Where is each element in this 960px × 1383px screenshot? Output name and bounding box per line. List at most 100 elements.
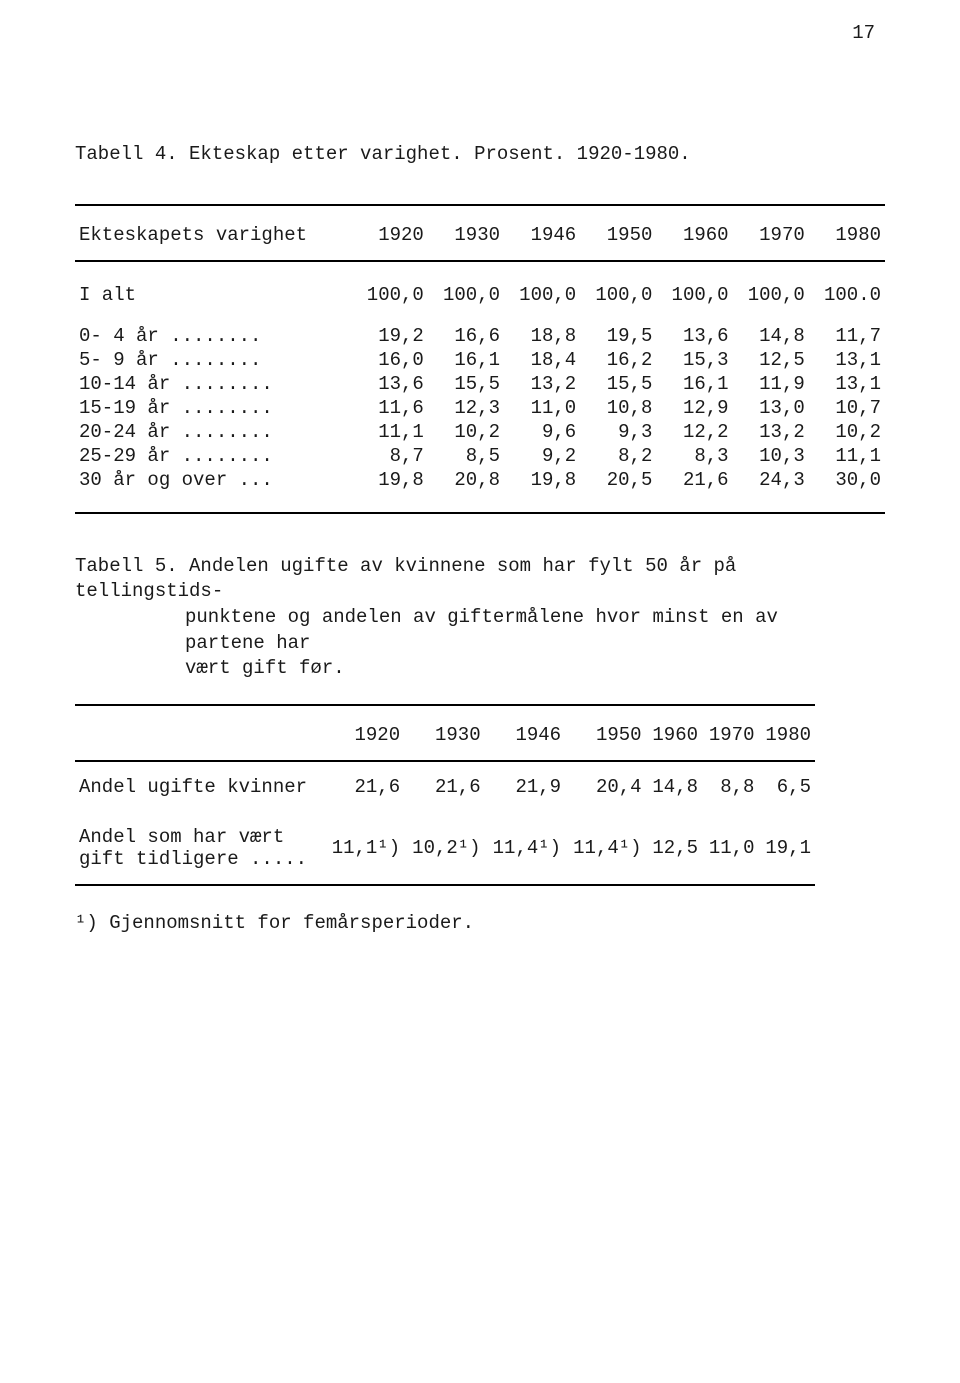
table5-header-row: 1920 1930 1946 1950 1960 1970 1980	[75, 705, 815, 761]
table-cell: 11,0	[504, 396, 580, 420]
table4-rowlabel: 25-29 år ........	[75, 444, 352, 468]
table4-col-1970: 1970	[733, 205, 809, 261]
table-cell: 21,9	[485, 761, 565, 812]
table-cell: 12,9	[656, 396, 732, 420]
table-cell: 11,1	[809, 444, 885, 468]
table-cell: 19,8	[352, 468, 428, 492]
table-cell: 8,8	[702, 761, 758, 812]
table-row: 30 år og over ...19,820,819,820,521,624,…	[75, 468, 885, 492]
table5-row-2: Andel som har vært gift tidligere ..... …	[75, 812, 815, 885]
table5: 1920 1930 1946 1950 1960 1970 1980 Andel…	[75, 704, 815, 886]
table-cell: 9,2	[504, 444, 580, 468]
table4-col-1930: 1930	[428, 205, 504, 261]
table5-col-1970: 1970	[702, 705, 758, 761]
table-cell: 11,4¹)	[485, 812, 565, 885]
table5-caption-line2: punktene og andelen av giftermålene hvor…	[75, 605, 820, 656]
table-cell: 10,2	[428, 420, 504, 444]
table-cell: 100.0	[809, 261, 885, 324]
table-cell: 20,4	[565, 761, 645, 812]
table-cell: 11,7	[809, 324, 885, 348]
table-cell: 16,0	[352, 348, 428, 372]
table-cell: 13,2	[733, 420, 809, 444]
table-cell: 8,5	[428, 444, 504, 468]
table-cell: 10,7	[809, 396, 885, 420]
table-cell: 18,4	[504, 348, 580, 372]
table-cell: 9,6	[504, 420, 580, 444]
table-cell: 11,9	[733, 372, 809, 396]
table5-col-1950: 1950	[565, 705, 645, 761]
table-cell: 14,8	[733, 324, 809, 348]
table-cell: 13,6	[656, 324, 732, 348]
table-cell: 14,8	[646, 761, 702, 812]
table4-rowlabel: 30 år og over ...	[75, 468, 352, 492]
table4-bottom-rule	[75, 492, 885, 513]
table5-row2-label-line1: Andel som har vært	[79, 826, 284, 848]
table-cell: 100,0	[428, 261, 504, 324]
table-row: 20-24 år ........11,110,29,69,312,213,21…	[75, 420, 885, 444]
table5-caption-line3: vært gift før.	[75, 656, 820, 682]
table-cell: 19,8	[504, 468, 580, 492]
table5-row1-label: Andel ugifte kvinner	[75, 761, 324, 812]
table-cell: 20,8	[428, 468, 504, 492]
table5-row-1: Andel ugifte kvinner 21,6 21,6 21,9 20,4…	[75, 761, 815, 812]
table5-rowheader-blank	[75, 705, 324, 761]
table-row: 25-29 år ........8,78,59,28,28,310,311,1	[75, 444, 885, 468]
table-cell: 15,3	[656, 348, 732, 372]
table-cell: 20,5	[580, 468, 656, 492]
table4-col-1960: 1960	[656, 205, 732, 261]
table4-rowlabel: 15-19 år ........	[75, 396, 352, 420]
table-cell: 100,0	[733, 261, 809, 324]
table-cell: 12,2	[656, 420, 732, 444]
table4-col-1946: 1946	[504, 205, 580, 261]
table-row: 10-14 år ........13,615,513,215,516,111,…	[75, 372, 885, 396]
table-cell: 8,7	[352, 444, 428, 468]
table-cell: 19,2	[352, 324, 428, 348]
table-cell: 13,6	[352, 372, 428, 396]
table-cell: 10,2	[809, 420, 885, 444]
table5-col-1980: 1980	[758, 705, 815, 761]
table-cell: 100,0	[352, 261, 428, 324]
table-cell: 13,2	[504, 372, 580, 396]
table4-col-1950: 1950	[580, 205, 656, 261]
table-cell: 21,6	[404, 761, 484, 812]
table4: Ekteskapets varighet 1920 1930 1946 1950…	[75, 204, 885, 514]
page-number: 17	[852, 22, 875, 44]
table4-ialt-label: I alt	[75, 261, 352, 324]
table-cell: 30,0	[809, 468, 885, 492]
table4-header-row: Ekteskapets varighet 1920 1930 1946 1950…	[75, 205, 885, 261]
table-cell: 12,5	[646, 812, 702, 885]
table4-rowlabel: 0- 4 år ........	[75, 324, 352, 348]
table-cell: 13,1	[809, 348, 885, 372]
table-cell: 15,5	[428, 372, 504, 396]
table4-col-1920: 1920	[352, 205, 428, 261]
table5-col-1920: 1920	[324, 705, 404, 761]
table5-row2-label-line2: gift tidligere .....	[79, 848, 307, 870]
table-cell: 12,5	[733, 348, 809, 372]
table-cell: 11,4¹)	[565, 812, 645, 885]
table-cell: 13,0	[733, 396, 809, 420]
table-cell: 8,3	[656, 444, 732, 468]
table-cell: 11,6	[352, 396, 428, 420]
table5-row2-label: Andel som har vært gift tidligere .....	[75, 812, 324, 885]
table-cell: 6,5	[758, 761, 815, 812]
table4-rowlabel: 10-14 år ........	[75, 372, 352, 396]
footnote: ¹) Gjennomsnitt for femårsperioder.	[75, 912, 880, 934]
table-cell: 24,3	[733, 468, 809, 492]
table-cell: 10,3	[733, 444, 809, 468]
table-cell: 15,5	[580, 372, 656, 396]
table-cell: 16,2	[580, 348, 656, 372]
table5-col-1960: 1960	[646, 705, 702, 761]
table4-caption: Tabell 4. Ekteskap etter varighet. Prose…	[75, 142, 880, 168]
table-row: 5- 9 år ........16,016,118,416,215,312,5…	[75, 348, 885, 372]
table-cell: 16,1	[428, 348, 504, 372]
table-cell: 100,0	[504, 261, 580, 324]
table4-rowlabel: 5- 9 år ........	[75, 348, 352, 372]
table-cell: 11,1	[352, 420, 428, 444]
table-cell: 12,3	[428, 396, 504, 420]
table4-rowheader: Ekteskapets varighet	[75, 205, 352, 261]
table5-caption: Tabell 5. Andelen ugifte av kvinnene som…	[75, 554, 880, 682]
table-cell: 16,6	[428, 324, 504, 348]
table-cell: 21,6	[656, 468, 732, 492]
table-cell: 16,1	[656, 372, 732, 396]
table-row: 15-19 år ........11,612,311,010,812,913,…	[75, 396, 885, 420]
